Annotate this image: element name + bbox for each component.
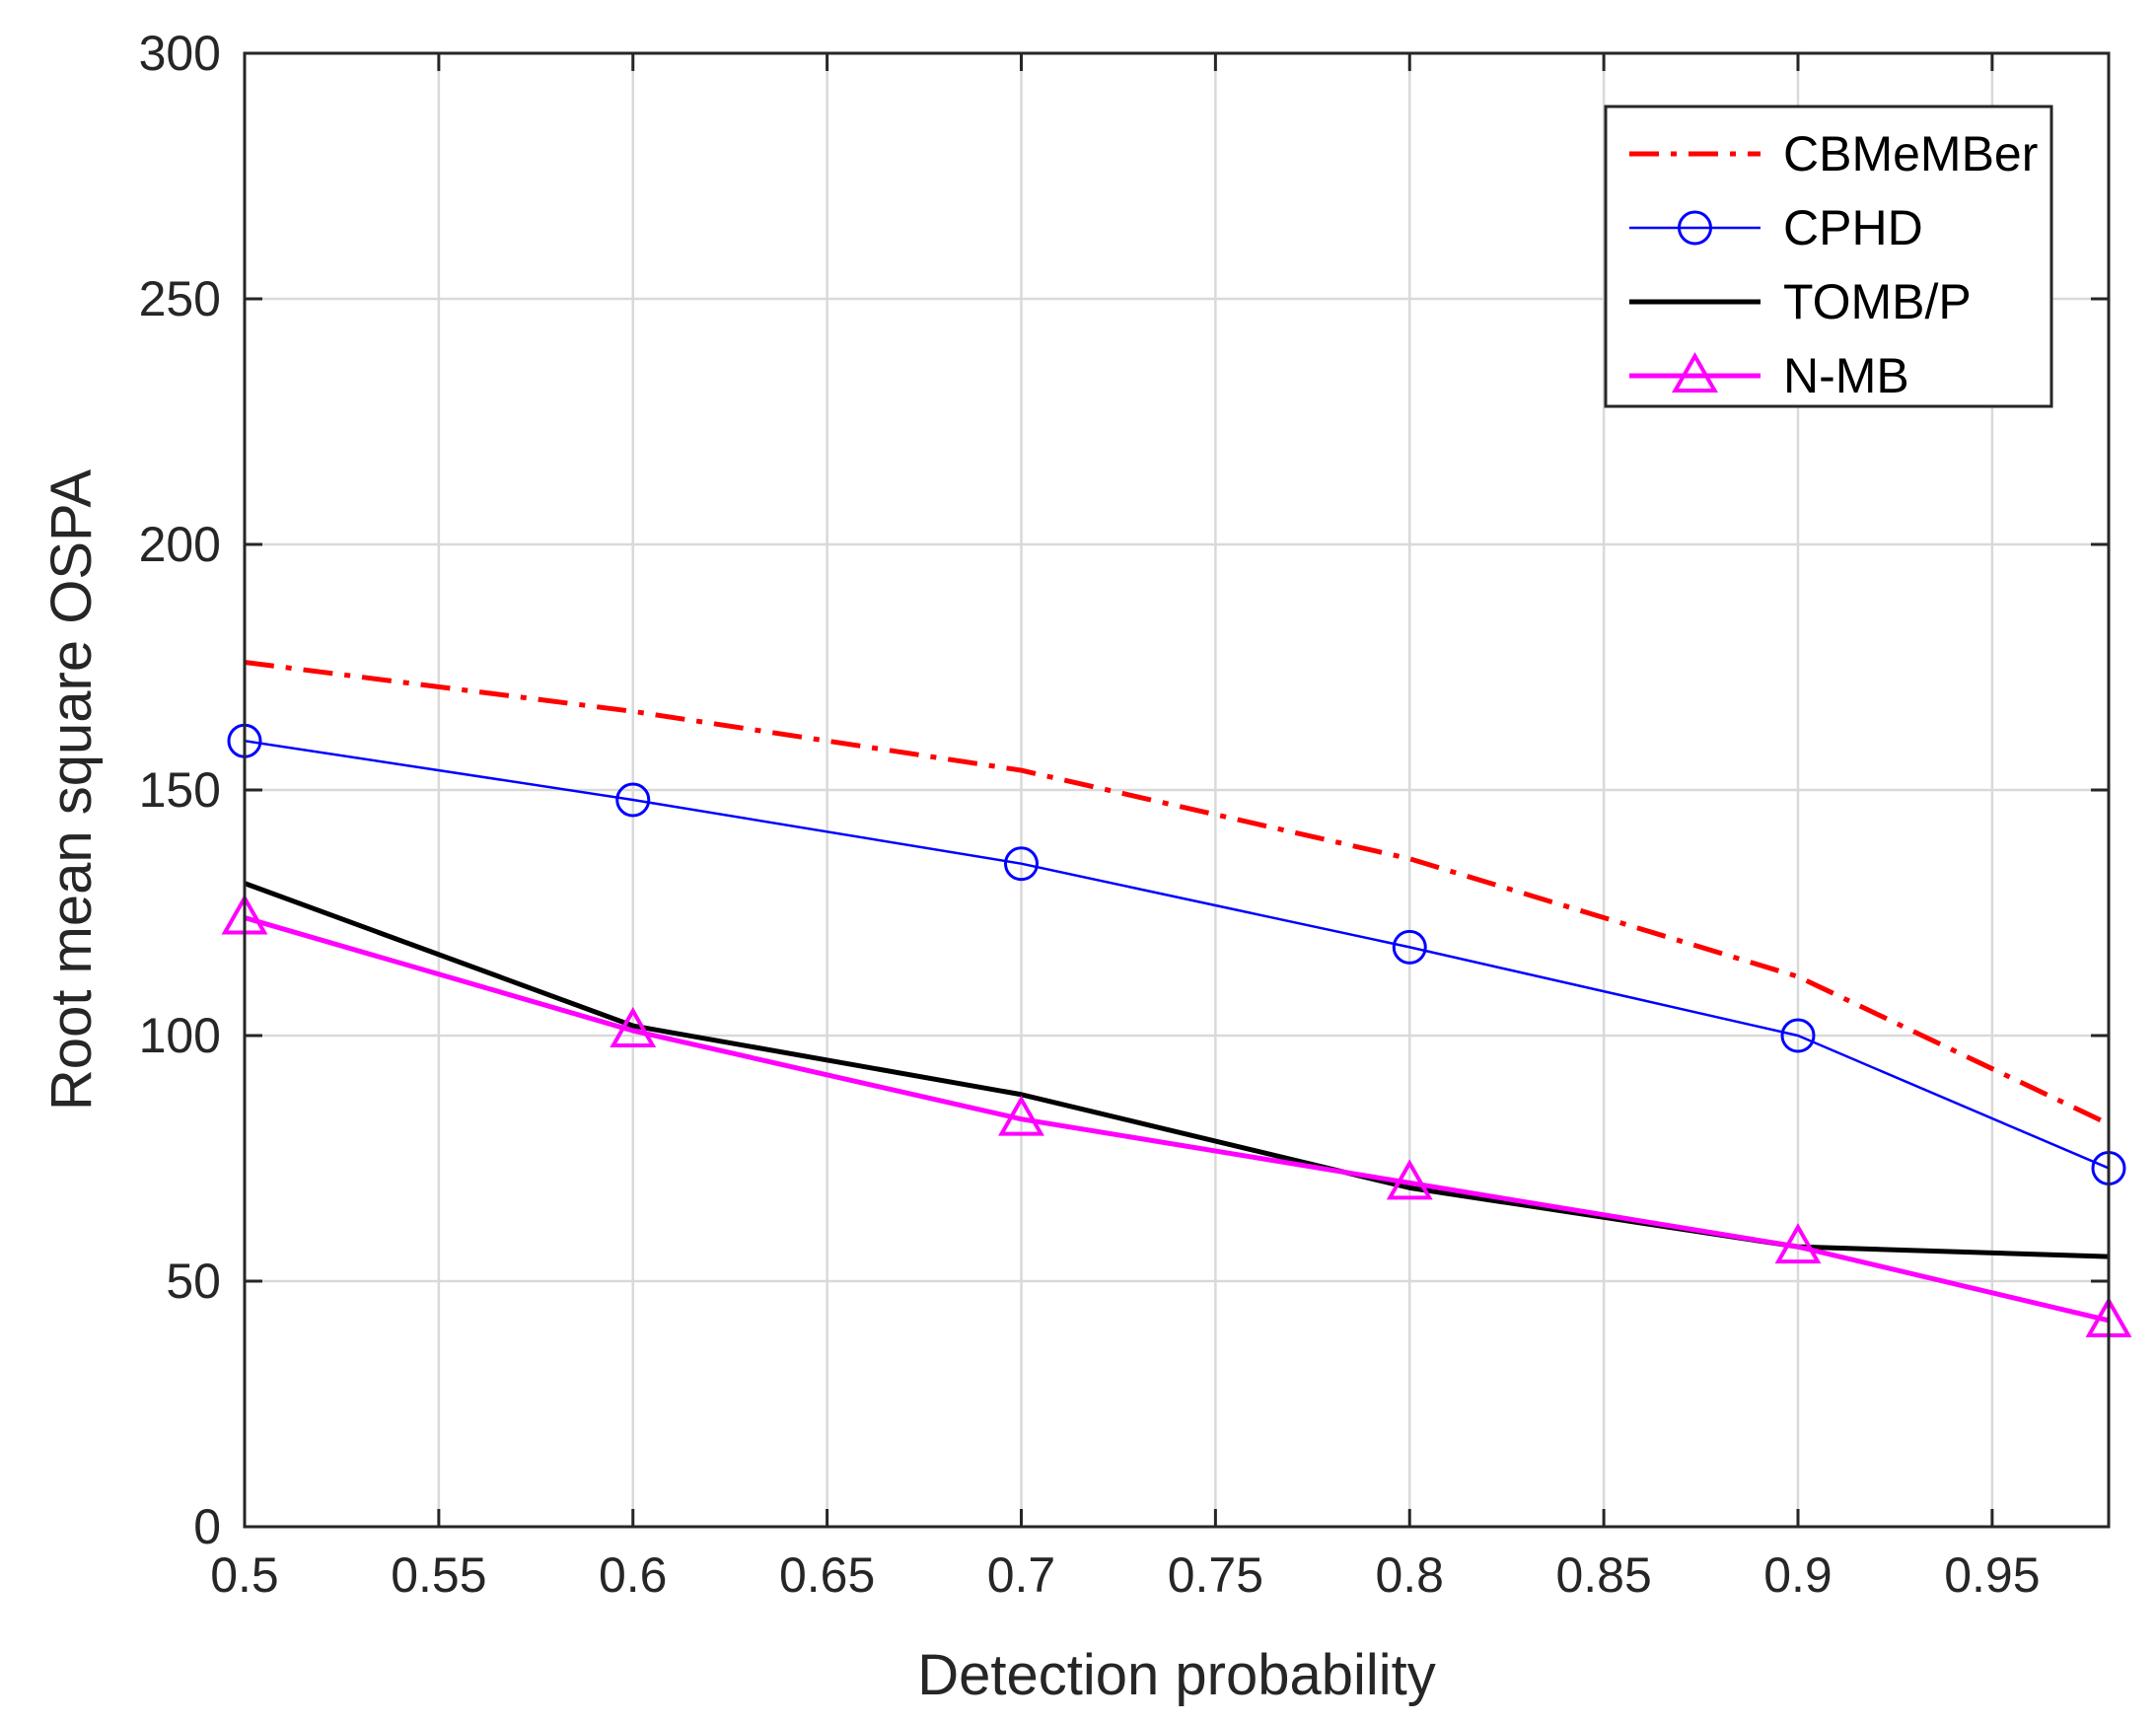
x-tick-labels: 0.5 0.55 0.6 0.65 0.7 0.75 0.8 0.85 0.9 0.95 [210, 1547, 2040, 1603]
axis-ticks [243, 51, 2109, 1529]
x-tick-label: 0.55 [391, 1547, 486, 1603]
x-tick-label: 0.85 [1555, 1547, 1651, 1603]
legend-box [1604, 105, 2053, 408]
legend-marker-cphd [1678, 210, 1712, 246]
data-point-cphd [1392, 929, 1427, 965]
x-axis-label: Detection probability [917, 1643, 1436, 1707]
legend: CBMeMBer CPHD TOMB/P N-MB [1604, 105, 2053, 408]
legend-item-n-mb: N-MB [1629, 348, 1909, 403]
y-axis-label: Root mean square OSPA [39, 469, 104, 1111]
x-tick-label: 0.8 [1375, 1547, 1444, 1603]
legend-label: CBMeMBer [1783, 126, 2038, 181]
data-point-cphd [1780, 1018, 1816, 1053]
legend-item-tomb-p: TOMB/P [1629, 274, 1972, 329]
data-point-n-mb [1386, 1159, 1433, 1200]
series-line-tomb-p [244, 881, 2110, 1259]
legend-label: N-MB [1783, 348, 1909, 403]
data-point-n-mb [1774, 1223, 1822, 1264]
y-tick-label: 300 [139, 26, 221, 81]
legend-item-cphd: CPHD [1629, 200, 1923, 255]
x-tick-label: 0.5 [210, 1547, 279, 1603]
legend-label: CPHD [1783, 200, 1923, 255]
y-tick-label: 200 [139, 517, 221, 572]
y-tick-label: 100 [139, 1008, 221, 1063]
y-tick-label: 50 [166, 1254, 221, 1309]
legend-label: TOMB/P [1783, 274, 1972, 329]
series-line-cphd [244, 739, 2110, 1170]
y-tick-labels: 0 50 100 150 200 250 300 [139, 26, 221, 1554]
plot-series [221, 660, 2132, 1337]
x-tick-label: 0.95 [1944, 1547, 2040, 1603]
legend-marker-n-mb [1672, 351, 1718, 393]
y-tick-label: 250 [139, 271, 221, 326]
data-point-cphd [1004, 846, 1039, 882]
legend-item-cbmember: CBMeMBer [1629, 126, 2038, 181]
x-tick-label: 0.75 [1168, 1547, 1263, 1603]
y-tick-label: 0 [193, 1499, 221, 1554]
y-tick-label: 150 [139, 762, 221, 818]
data-point-n-mb [610, 1006, 657, 1048]
x-tick-label: 0.6 [599, 1547, 668, 1603]
series-line-n-mb [244, 915, 2110, 1324]
x-tick-label: 0.7 [987, 1547, 1056, 1603]
series-tomb-p [244, 881, 2110, 1259]
data-point-cphd [615, 782, 651, 818]
x-tick-label: 0.9 [1763, 1547, 1833, 1603]
data-point-n-mb [998, 1095, 1044, 1136]
x-tick-label: 0.65 [779, 1547, 875, 1603]
